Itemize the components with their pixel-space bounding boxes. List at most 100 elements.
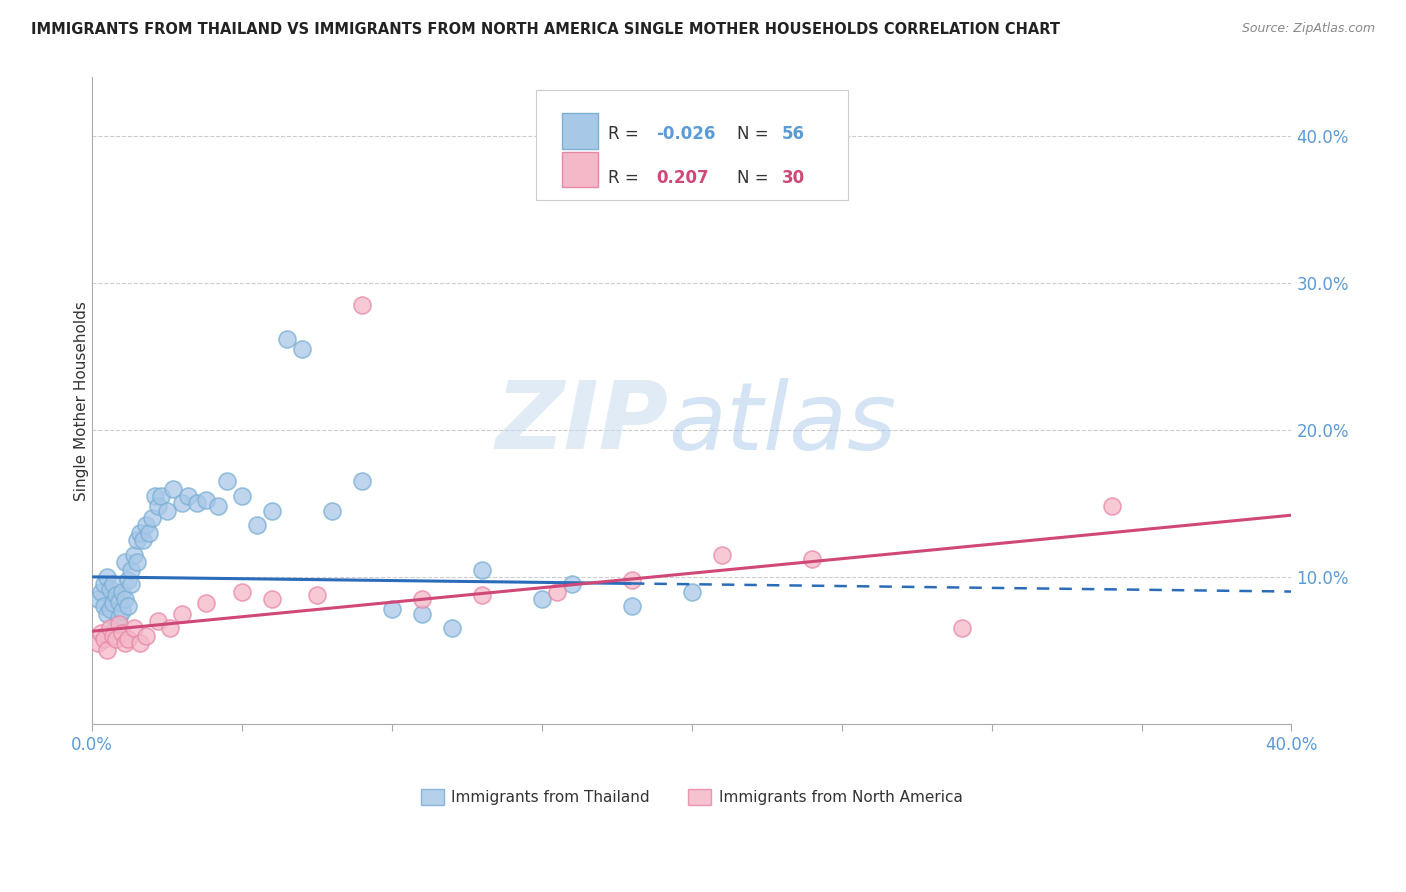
Point bbox=[156, 504, 179, 518]
Point bbox=[122, 621, 145, 635]
Point bbox=[141, 511, 163, 525]
Point bbox=[262, 591, 284, 606]
Point bbox=[546, 584, 568, 599]
Point bbox=[101, 596, 124, 610]
Point bbox=[172, 496, 194, 510]
Text: R =: R = bbox=[607, 125, 644, 144]
Point bbox=[117, 599, 139, 614]
Point bbox=[800, 552, 823, 566]
Point bbox=[561, 577, 583, 591]
Point bbox=[471, 562, 494, 576]
FancyBboxPatch shape bbox=[562, 152, 599, 187]
Point bbox=[186, 496, 208, 510]
Point bbox=[90, 625, 112, 640]
Point bbox=[321, 504, 343, 518]
Point bbox=[93, 577, 115, 591]
Point bbox=[105, 616, 128, 631]
Point bbox=[162, 482, 184, 496]
Point bbox=[207, 500, 229, 514]
Text: 0.207: 0.207 bbox=[655, 169, 709, 186]
Point bbox=[231, 584, 253, 599]
Point bbox=[127, 533, 149, 548]
Point bbox=[305, 587, 328, 601]
Point bbox=[135, 629, 157, 643]
Point bbox=[710, 548, 733, 562]
Point bbox=[411, 607, 433, 621]
Y-axis label: Single Mother Households: Single Mother Households bbox=[73, 301, 89, 500]
Point bbox=[98, 621, 121, 635]
Point bbox=[93, 632, 115, 646]
Point bbox=[111, 584, 134, 599]
Text: Source: ZipAtlas.com: Source: ZipAtlas.com bbox=[1241, 22, 1375, 36]
Point bbox=[98, 582, 121, 596]
Text: atlas: atlas bbox=[668, 377, 896, 468]
Text: N =: N = bbox=[737, 169, 775, 186]
Point bbox=[411, 591, 433, 606]
Point bbox=[146, 614, 169, 628]
Point bbox=[120, 562, 142, 576]
Point bbox=[117, 632, 139, 646]
Point bbox=[381, 602, 404, 616]
Point bbox=[231, 489, 253, 503]
Point bbox=[143, 489, 166, 503]
Point bbox=[117, 573, 139, 587]
Point bbox=[135, 518, 157, 533]
FancyBboxPatch shape bbox=[536, 90, 848, 200]
Point bbox=[146, 500, 169, 514]
Point bbox=[350, 475, 373, 489]
Point bbox=[217, 475, 239, 489]
Point bbox=[129, 636, 152, 650]
Point bbox=[177, 489, 200, 503]
Point bbox=[108, 609, 131, 624]
Point bbox=[93, 599, 115, 614]
Point bbox=[90, 584, 112, 599]
Point bbox=[132, 533, 155, 548]
Point bbox=[114, 555, 136, 569]
Point bbox=[246, 518, 269, 533]
Point bbox=[681, 584, 703, 599]
Point bbox=[101, 629, 124, 643]
Point bbox=[471, 587, 494, 601]
Point bbox=[96, 570, 118, 584]
Point bbox=[98, 602, 121, 616]
Point bbox=[111, 625, 134, 640]
FancyBboxPatch shape bbox=[562, 113, 599, 149]
Point bbox=[172, 607, 194, 621]
Legend: Immigrants from Thailand, Immigrants from North America: Immigrants from Thailand, Immigrants fro… bbox=[415, 783, 969, 812]
Point bbox=[138, 525, 160, 540]
Text: IMMIGRANTS FROM THAILAND VS IMMIGRANTS FROM NORTH AMERICA SINGLE MOTHER HOUSEHOL: IMMIGRANTS FROM THAILAND VS IMMIGRANTS F… bbox=[31, 22, 1060, 37]
Point bbox=[350, 298, 373, 312]
Point bbox=[195, 596, 218, 610]
Point bbox=[87, 636, 110, 650]
Point bbox=[108, 616, 131, 631]
Point bbox=[101, 577, 124, 591]
Point bbox=[105, 632, 128, 646]
Point bbox=[105, 587, 128, 601]
Point bbox=[291, 342, 314, 356]
Point bbox=[620, 573, 643, 587]
Point bbox=[440, 621, 463, 635]
Point bbox=[114, 636, 136, 650]
Text: N =: N = bbox=[737, 125, 775, 144]
Text: 30: 30 bbox=[782, 169, 804, 186]
Point bbox=[195, 493, 218, 508]
Point bbox=[120, 577, 142, 591]
Point bbox=[114, 591, 136, 606]
Point bbox=[150, 489, 173, 503]
Text: 56: 56 bbox=[782, 125, 804, 144]
Text: R =: R = bbox=[607, 169, 650, 186]
Point bbox=[159, 621, 181, 635]
Point bbox=[122, 548, 145, 562]
Point bbox=[96, 643, 118, 657]
Point bbox=[276, 332, 298, 346]
Text: ZIP: ZIP bbox=[495, 377, 668, 469]
Point bbox=[262, 504, 284, 518]
Point bbox=[620, 599, 643, 614]
Point bbox=[87, 591, 110, 606]
Point bbox=[108, 595, 131, 609]
Point bbox=[129, 525, 152, 540]
Point bbox=[111, 604, 134, 618]
Point bbox=[1101, 500, 1123, 514]
Point bbox=[950, 621, 973, 635]
Point bbox=[530, 591, 553, 606]
